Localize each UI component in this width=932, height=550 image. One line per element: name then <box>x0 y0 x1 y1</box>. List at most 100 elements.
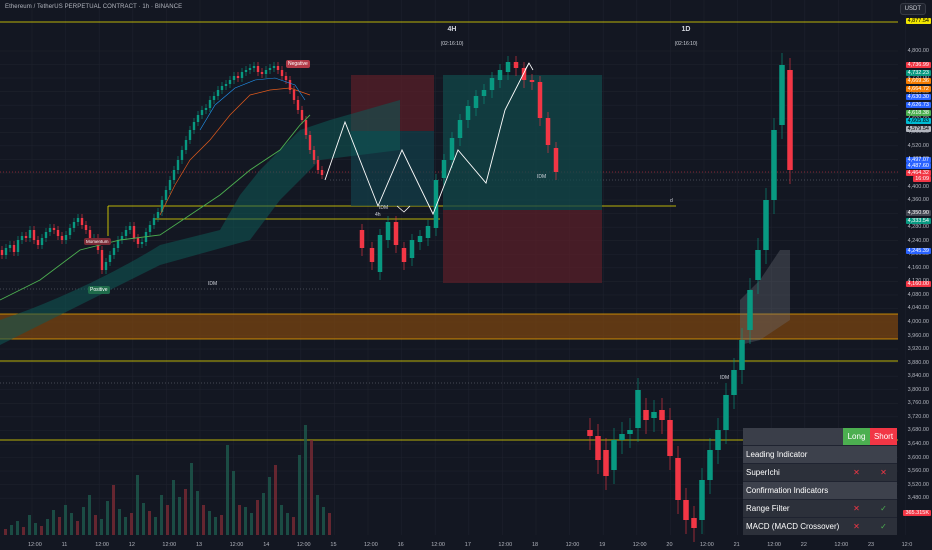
price-axis-label: 3,960.00 <box>907 332 929 339</box>
price-tag: 4,605.83 <box>905 118 931 124</box>
time-axis-label: 12:00 <box>229 542 244 548</box>
price-axis-label: 3,920.00 <box>907 346 929 353</box>
panel-section-confirmation: Confirmation Indicators <box>743 481 897 499</box>
price-axis-label: 3,680.00 <box>907 427 929 434</box>
price-axis-label: 4,400.00 <box>907 183 929 190</box>
indicator-name: SuperIchi <box>746 468 780 477</box>
price-axis-label: 3,480.00 <box>907 495 929 502</box>
time-axis-label: 12:00 <box>28 542 42 548</box>
price-axis-label: 4,080.00 <box>907 291 929 298</box>
price-axis-label: 3,800.00 <box>907 386 929 393</box>
short-status-icon: ✓ <box>880 522 887 531</box>
price-axis-label: 4,160.00 <box>907 264 929 271</box>
price-tag: 4,664.72 <box>905 86 931 92</box>
price-tag: 365.315K <box>903 510 931 516</box>
time-axis-label: 12:00 <box>834 542 849 548</box>
price-axis-label: 4,040.00 <box>907 305 929 312</box>
price-tag: 4,245.39 <box>905 248 931 254</box>
price-axis-label: 4,240.00 <box>907 237 929 244</box>
time-axis-label: 12:00 <box>364 542 378 548</box>
signal-panel: Long Short Leading Indicator SuperIchi ✕… <box>743 428 897 535</box>
price-axis-label: 3,840.00 <box>907 373 929 380</box>
time-axis-label: 12:00 <box>498 542 513 548</box>
timeframe-1d-label: 1D <box>681 26 691 33</box>
price-tag: 4,487.60 <box>905 163 931 169</box>
price-axis-label: 3,760.00 <box>907 400 929 407</box>
momentum-badge: Momentum <box>84 238 111 245</box>
time-axis-label: 12:00 <box>632 542 647 548</box>
time-axis-label: 23 <box>868 542 875 548</box>
time-axis-label: 11 <box>61 542 68 548</box>
price-axis-label: 3,520.00 <box>907 481 929 488</box>
price-axis-label: 4,560.00 <box>907 129 929 136</box>
panel-section-leading: Leading Indicator <box>743 445 897 463</box>
price-tag: 4,160.00 <box>905 281 931 287</box>
time-axis-label: 12:00 <box>296 542 311 548</box>
time-axis-label: 12:00 <box>767 542 781 548</box>
time-axis-label: 17 <box>464 542 471 548</box>
price-axis-label: 3,640.00 <box>907 440 929 447</box>
price-tag: 4,618.38 <box>905 110 931 116</box>
panel-row-range-filter: Range Filter ✕ ✓ <box>743 499 897 517</box>
time-axis-label: 22 <box>800 542 807 548</box>
short-status-icon: ✓ <box>880 504 887 513</box>
timeframe-1d-timer: (02:16:10) <box>674 41 698 47</box>
price-axis-label: 4,800.00 <box>907 48 929 54</box>
time-axis-label: 12 <box>128 542 135 548</box>
time-axis-label: 12:00 <box>565 542 580 548</box>
time-axis-label: 15 <box>330 542 337 548</box>
price-tag: 4,464.32 <box>905 170 931 176</box>
price-tag: 16:09 <box>913 176 931 182</box>
time-axis-label: 12:00 <box>431 542 445 548</box>
price-tag: 4,732.23 <box>905 70 931 76</box>
panel-row-macd: MACD (MACD Crossover) ✕ ✓ <box>743 517 897 535</box>
time-axis-label: 20 <box>666 542 673 548</box>
short-status-icon: ✕ <box>880 468 887 477</box>
price-tag: 4,626.73 <box>905 102 931 108</box>
price-axis-label: 3,560.00 <box>907 468 929 475</box>
price-axis-label: 4,360.00 <box>907 197 929 204</box>
time-axis-label: 19 <box>599 542 606 548</box>
time-axis-label: 13 <box>196 542 203 548</box>
long-status-icon: ✕ <box>853 504 860 513</box>
time-axis-label: 12:00 <box>700 542 714 548</box>
price-axis-label: 4,000.00 <box>907 319 929 325</box>
price-tag: 4,350.90 <box>905 210 931 216</box>
idm-label: IDM <box>537 174 547 180</box>
price-tag: 4,497.07 <box>905 157 931 163</box>
currency-button[interactable]: USDT <box>899 3 926 15</box>
short-header: Short <box>870 428 897 445</box>
time-axis-label: 18 <box>532 542 539 548</box>
timeframe-4h-timer: (02:16:10) <box>440 41 464 47</box>
idm-label: IDM <box>379 205 389 211</box>
price-axis-label: 3,720.00 <box>907 413 929 420</box>
price-axis-label: 3,600.00 <box>907 454 929 461</box>
time-axis-label: 12:00 <box>95 542 109 548</box>
price-axis-label: 4,520.00 <box>907 142 929 149</box>
negative-badge: Negative <box>286 60 310 68</box>
price-tag: 4,669.36 <box>905 78 931 84</box>
idm-label: IDM <box>208 281 218 287</box>
time-axis-label: 12:00 <box>162 542 177 548</box>
label-d: d <box>670 198 673 204</box>
indicator-name: Range Filter <box>746 504 790 513</box>
price-tag: 4,630.30 <box>905 94 931 100</box>
time-axis-label: 12:0 <box>901 542 913 548</box>
long-status-icon: ✕ <box>853 468 860 477</box>
price-tag: 4,877.54 <box>905 18 931 24</box>
price-tag: 4,579.54 <box>905 126 931 132</box>
price-axis-label: 4,280.00 <box>907 224 929 231</box>
price-axis-label: 4,200.00 <box>907 251 929 258</box>
positive-badge: Positive <box>88 286 110 294</box>
price-tag: 4,333.54 <box>905 218 931 224</box>
panel-row-superichi: SuperIchi ✕ ✕ <box>743 463 897 481</box>
timeframe-4h-label: 4H <box>447 26 457 33</box>
label-4h: 4h <box>375 212 381 218</box>
price-tag: 4,736.99 <box>905 62 931 68</box>
price-axis-label: 3,880.00 <box>907 359 929 366</box>
chart-title: Ethereum / TetherUS PERPETUAL CONTRACT ·… <box>5 4 183 10</box>
time-axis-label: 16 <box>397 542 404 548</box>
long-header: Long <box>843 428 870 445</box>
section-label: Confirmation Indicators <box>746 486 829 495</box>
indicator-name: MACD (MACD Crossover) <box>746 522 840 531</box>
